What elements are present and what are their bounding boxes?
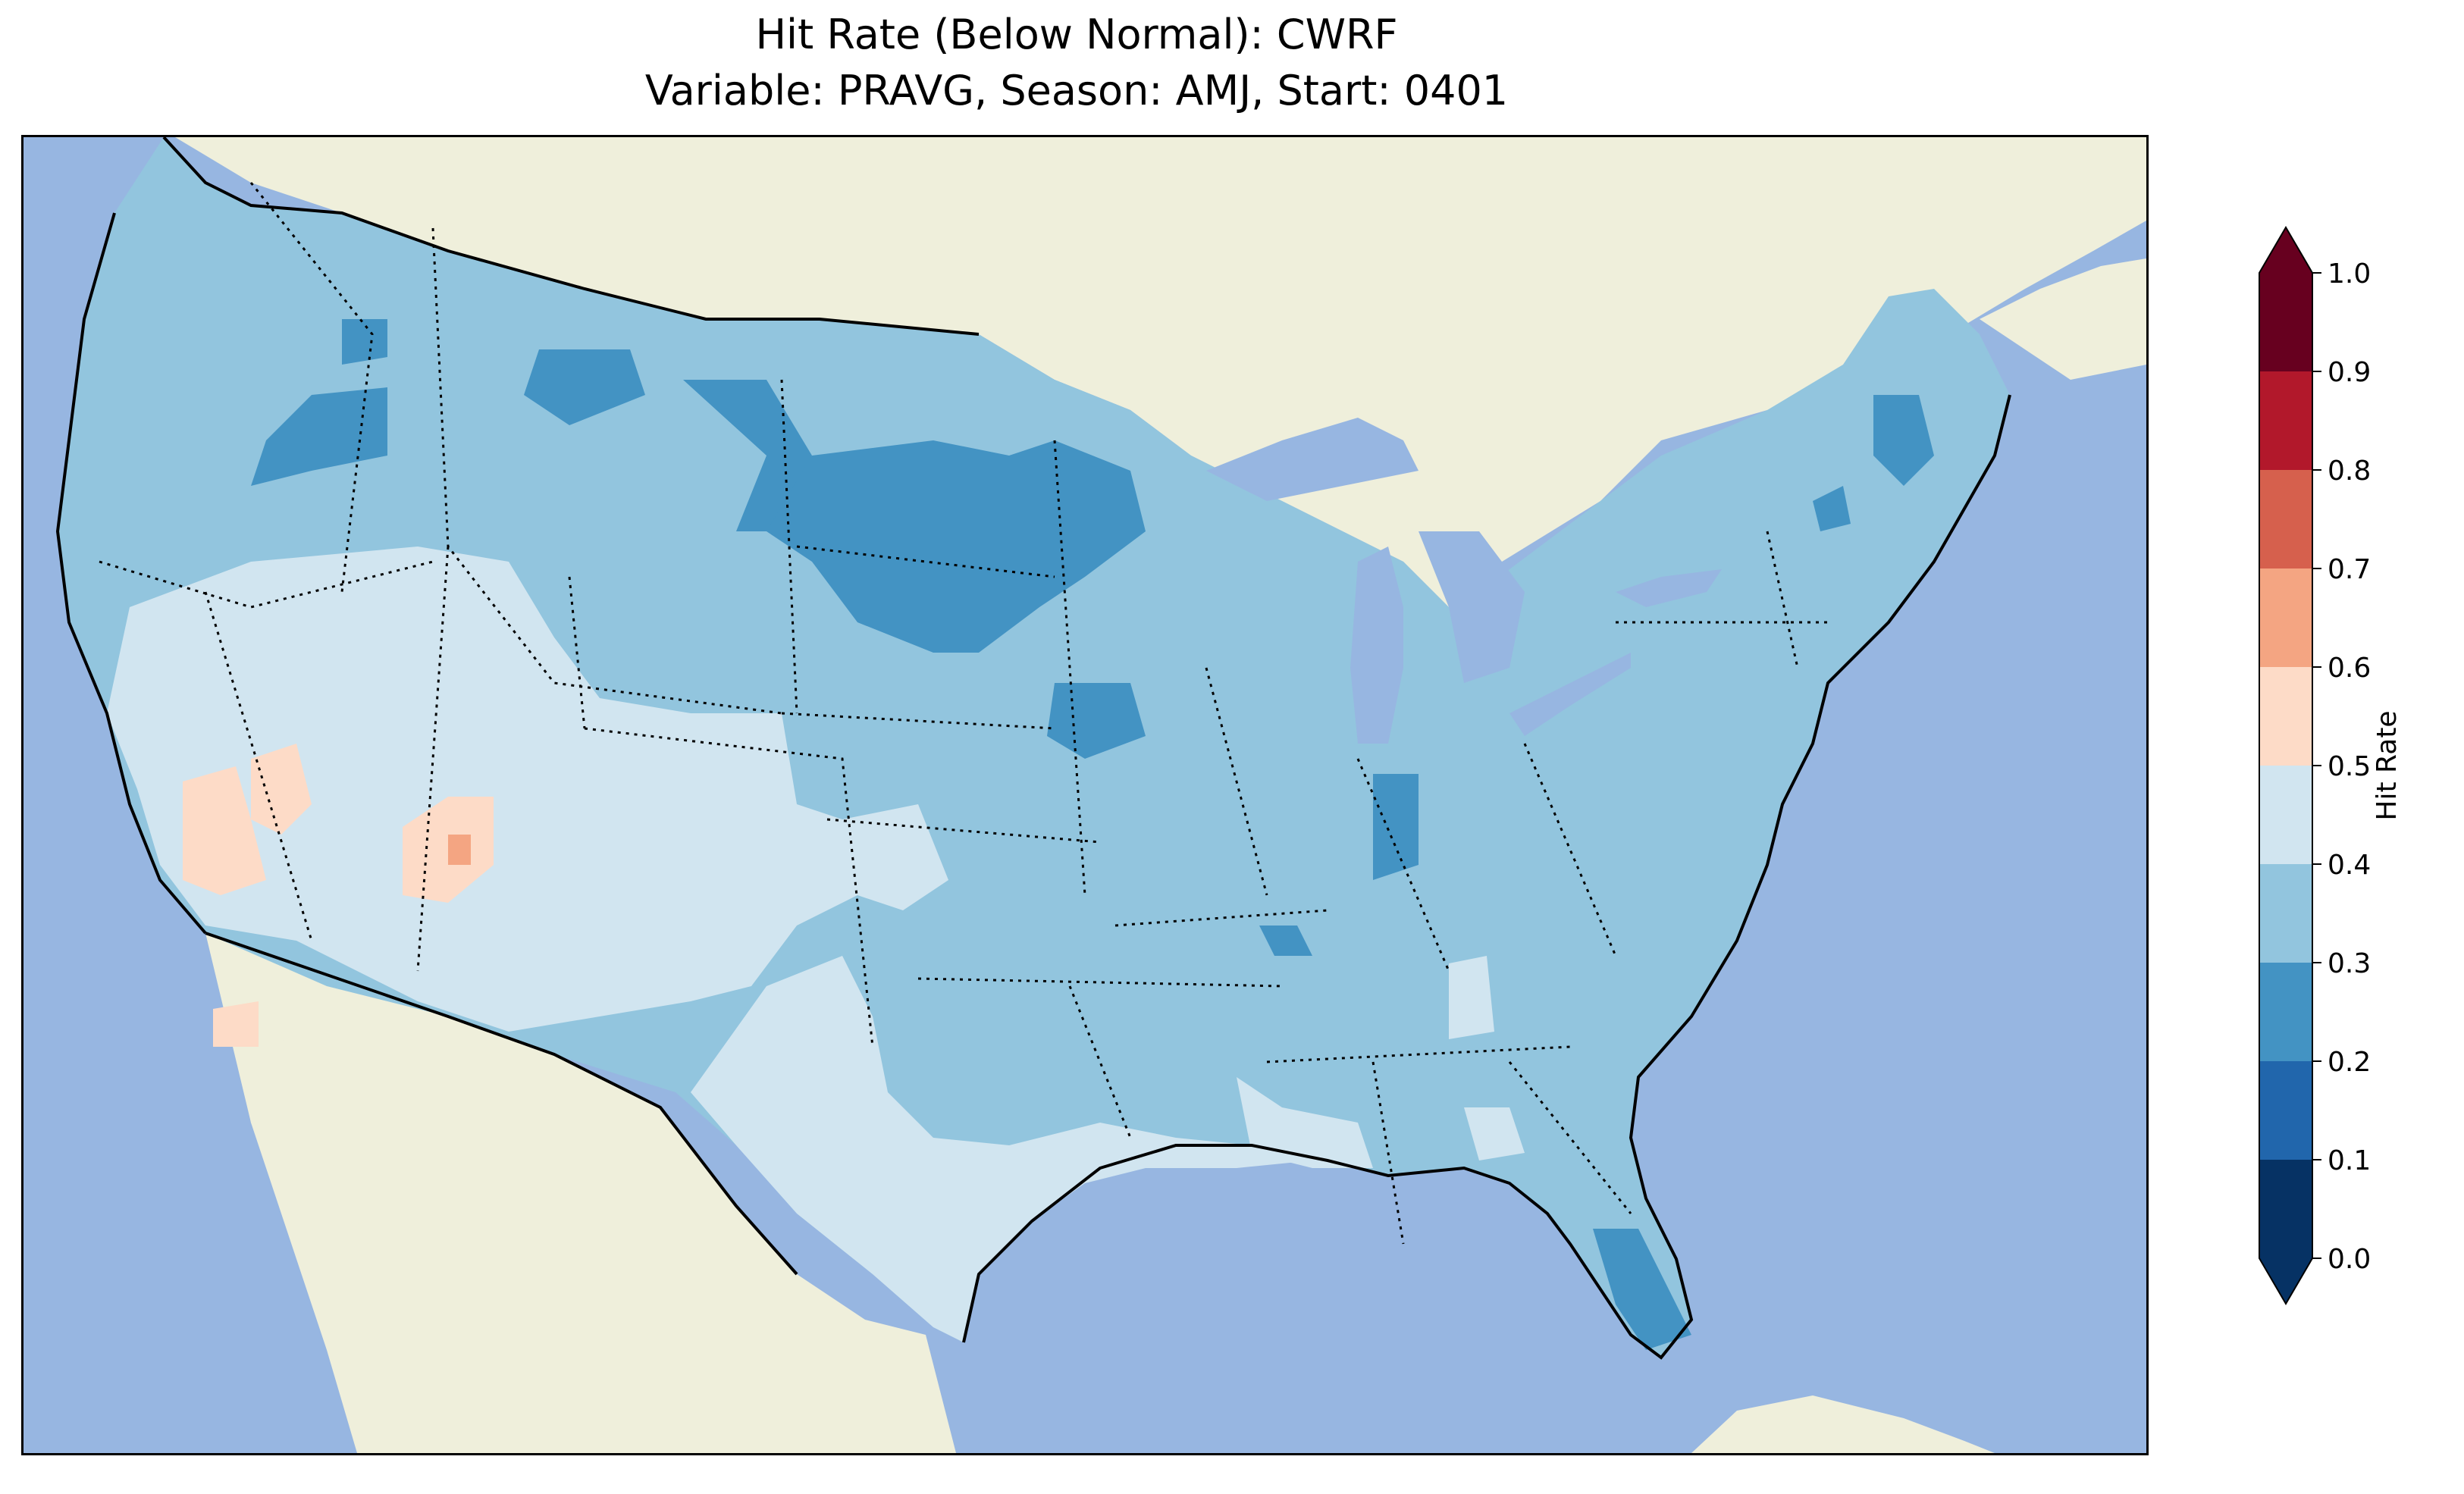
- border-oh-wv: [1523, 743, 1617, 957]
- region-alabama-0-4-0-5: [1464, 1107, 1525, 1160]
- west-coast: [55, 212, 207, 935]
- colorbar-segment: [2259, 1160, 2312, 1258]
- map-canvas[interactable]: [24, 137, 2146, 1453]
- region-utah-core-0-6-0-7: [448, 835, 471, 865]
- colorbar-tick-label: 0.4: [2328, 850, 2371, 881]
- nova-scotia-landmass: [1980, 258, 2146, 380]
- border-or-ca: [99, 560, 434, 609]
- colorbar-segment: [2259, 273, 2312, 371]
- us-mexico-border: [205, 932, 798, 1276]
- region-oregon-0-2-0-3: [251, 387, 387, 486]
- border-in-oh: [1356, 758, 1450, 972]
- colorbar-tick-label: 0.3: [2328, 948, 2371, 979]
- border-wa-id: [249, 182, 374, 593]
- lake-huron: [1419, 531, 1525, 683]
- colorbar-extend-over: [2259, 227, 2312, 273]
- lake-superior: [1206, 418, 1419, 501]
- region-montana-0-2-0-3: [524, 349, 645, 425]
- colorbar: 0.0 0.1 0.2 0.3 0.4 0.5 0.6 0.7 0.8 0.9 1.0 Hit Ra…: [2259, 226, 2403, 1305]
- border-co: [584, 727, 874, 1048]
- region-socal-0-5-0-6: [213, 1001, 259, 1047]
- gulf-atlantic-coast: [962, 394, 2011, 1360]
- colorbar-tick-label: 1.0: [2328, 258, 2371, 290]
- border-wy-w: [568, 576, 586, 729]
- map-frame[interactable]: [21, 135, 2149, 1455]
- region-newengland-0-2-0-3: [1813, 486, 1851, 531]
- colorbar-segment: [2259, 766, 2312, 864]
- border-tn-al: [1266, 1045, 1571, 1063]
- colorbar-extend-under: [2259, 1258, 2312, 1304]
- colorbar-segment: [2259, 864, 2312, 963]
- colorbar-tick-label: 0.7: [2328, 554, 2371, 585]
- baja-landmass: [236, 1016, 433, 1453]
- border-tx-la: [1068, 985, 1132, 1139]
- border-mt-nd: [780, 379, 798, 714]
- state-borders: [99, 182, 1828, 1245]
- region-idaho-0-2-0-3: [342, 319, 387, 365]
- colorbar-segment: [2259, 667, 2312, 766]
- region-texas-0-4-0-5: [691, 956, 1312, 1342]
- border-al-ga: [1372, 1061, 1405, 1245]
- colorbar-tick-label: 0.6: [2328, 653, 2371, 684]
- lake-michigan: [1350, 547, 1403, 744]
- conus-region-0-3-0-4: [58, 137, 2010, 1358]
- colorbar-tick-label: 0.1: [2328, 1145, 2371, 1176]
- colorbar-segments: [2259, 226, 2313, 1305]
- border-ca-nv: [204, 591, 313, 941]
- region-dakotas-0-2-0-3: [766, 440, 1146, 653]
- border-sd-ne: [781, 712, 1055, 730]
- cuba-landmass: [1691, 1395, 1995, 1453]
- region-missouri-0-2-0-3: [1259, 926, 1312, 956]
- colorbar-segment: [2259, 371, 2312, 470]
- border-il-in: [1205, 667, 1268, 896]
- region-nevada-east-0-5-0-6: [251, 744, 312, 835]
- region-great-basin-0-4-0-5: [107, 547, 948, 1032]
- colorbar-tick-label: 0.0: [2328, 1244, 2371, 1275]
- colorbar-tick-label: 0.8: [2328, 456, 2371, 487]
- colorbar-segment: [2259, 1061, 2312, 1160]
- border-nd-sd: [796, 545, 1055, 578]
- coastlines: [55, 137, 2011, 1360]
- region-montana-east-0-2-0-3: [683, 380, 812, 531]
- colorbar-segment: [2259, 963, 2312, 1061]
- chart-title-line-1: Hit Rate (Below Normal): CWRF: [755, 11, 1398, 58]
- region-mississippi-0-4-0-5: [1237, 1077, 1373, 1168]
- border-us-canada: [162, 137, 980, 336]
- border-id-mt: [431, 227, 782, 715]
- colorbar-tick-label: 0.2: [2328, 1047, 2371, 1078]
- colorbar-ticks: 0.0 0.1 0.2 0.3 0.4 0.5 0.6 0.7 0.8 0.9 1.0: [2312, 258, 2371, 1275]
- region-florida-0-2-0-3: [1593, 1229, 1691, 1350]
- border-mn-ia: [1053, 440, 1086, 896]
- region-maine-0-2-0-3: [1873, 395, 1934, 486]
- region-nevada-0-5-0-6: [183, 766, 266, 895]
- region-tennessee-0-4-0-5: [1449, 956, 1494, 1039]
- colorbar-segment: [2259, 568, 2312, 667]
- border-ar-ms: [1114, 909, 1328, 927]
- chart-title-line-2: Variable: PRAVG, Season: AMJ, Start: 040…: [644, 67, 1509, 114]
- colorbar-tick-label: 0.9: [2328, 357, 2371, 388]
- border-ok-tx: [917, 977, 1283, 988]
- colorbar-segment: [2259, 470, 2312, 568]
- colorbar-tick-label: 0.5: [2328, 751, 2371, 782]
- colorbar-label: Hit Rate: [2372, 710, 2403, 820]
- region-indiana-0-2-0-3: [1373, 774, 1419, 880]
- lake-ontario: [1616, 569, 1722, 607]
- lake-erie: [1509, 653, 1631, 736]
- region-iowa-0-2-0-3: [1047, 683, 1146, 759]
- canada-landmass: [175, 137, 2146, 607]
